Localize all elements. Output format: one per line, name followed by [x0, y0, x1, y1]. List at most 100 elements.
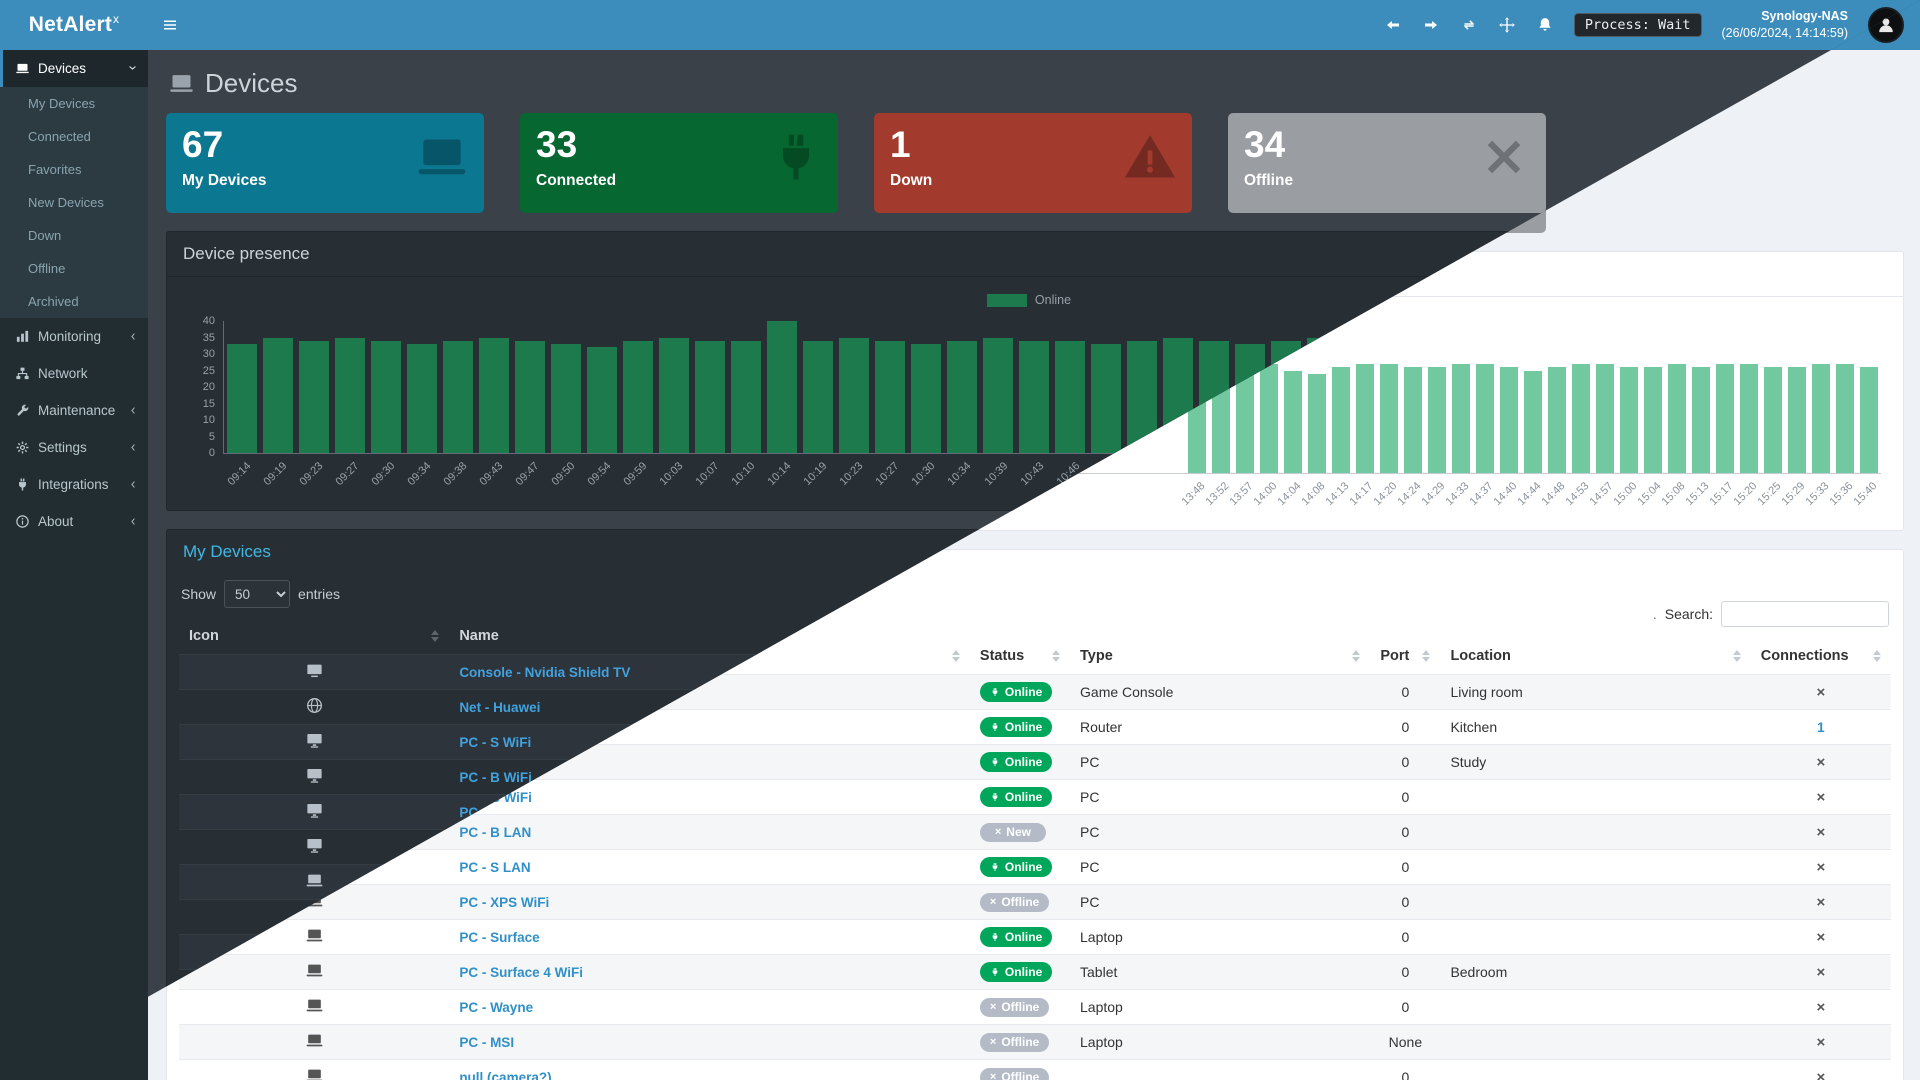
x-tick-label: 14:57 [1587, 480, 1616, 508]
sidebar-item-label: Devices [38, 61, 87, 76]
sidebar-subitem-offline[interactable]: Offline [28, 261, 66, 276]
device-name-link[interactable]: PC - Surface [459, 930, 540, 945]
refresh-icon[interactable] [1460, 16, 1478, 34]
device-name-link[interactable]: PC - S LAN [459, 860, 531, 875]
table-title: My Devices [183, 542, 271, 561]
sidebar-item-label: About [38, 514, 74, 529]
y-tick-label: 15 [202, 397, 215, 410]
y-tick-label: 10 [202, 414, 215, 426]
forward-arrow-icon[interactable] [1422, 16, 1440, 34]
stat-card-label: Connected [536, 171, 617, 189]
laptop-icon [15, 61, 30, 76]
column-header-type[interactable]: Type [1070, 638, 1371, 675]
column-header-icon[interactable]: Icon [179, 618, 450, 655]
page-size-select[interactable]: 50 [224, 580, 291, 608]
laptop-icon [168, 70, 195, 97]
device-name-link[interactable]: PC - MSI [459, 1035, 515, 1050]
column-header-location[interactable]: Location [1440, 638, 1751, 675]
sidebar-subitem-connected[interactable]: Connected [28, 129, 91, 144]
column-header-label: Location [1450, 648, 1511, 664]
device-name-link[interactable]: PC - B LAN [459, 825, 532, 840]
globe-icon [305, 696, 324, 715]
chevron-left-icon [127, 516, 138, 527]
chart-bar [1692, 367, 1711, 473]
x-tick-label: 09:27 [333, 460, 362, 488]
connections-count-link[interactable]: 1 [1817, 720, 1825, 735]
desktop-icon [305, 836, 324, 855]
chart-bar [1860, 367, 1879, 473]
chart-bar [371, 340, 402, 453]
sidebar-item-monitoring[interactable]: Monitoring [0, 318, 148, 355]
x-tick-label: 09:54 [585, 460, 614, 488]
chart-bar [1428, 367, 1447, 473]
host-info: Synology-NAS (26/06/2024, 14:14:59) [1722, 8, 1849, 42]
chart-legend: Online [177, 293, 1881, 307]
device-status-cell: × Offline [969, 1059, 1071, 1080]
device-location-cell: Study [1440, 744, 1751, 780]
sort-icon [1422, 650, 1431, 662]
legend-swatch [986, 293, 1027, 307]
back-arrow-icon[interactable] [1384, 16, 1402, 34]
stat-card-my-devices[interactable]: 67 My Devices [166, 113, 484, 213]
device-location-cell [1440, 1059, 1751, 1080]
x-tick-label: 09:50 [549, 460, 578, 488]
sidebar-subitem-favorites[interactable]: Favorites [28, 162, 82, 177]
sidebar-subitem-down[interactable]: Down [28, 228, 62, 243]
device-name-link[interactable]: PC - Wayne [459, 1000, 534, 1015]
device-connections-cell: × [1750, 1024, 1891, 1060]
sidebar-subitem-new-devices[interactable]: New Devices [28, 195, 104, 210]
sidebar-toggle-button[interactable] [148, 0, 192, 50]
x-tick-label: 09:47 [513, 460, 542, 488]
y-tick-label: 20 [202, 381, 215, 393]
sidebar-item-settings[interactable]: Settings [0, 429, 148, 466]
sidebar-item-integrations[interactable]: Integrations [0, 466, 148, 503]
chevron-left-icon [127, 479, 138, 490]
device-icon-cell [179, 689, 450, 725]
device-name-link[interactable]: null (camera?) [459, 1070, 552, 1080]
x-tick-label: 10:23 [837, 460, 866, 488]
search-input[interactable] [1721, 601, 1889, 627]
sidebar-subitem-archived[interactable]: Archived [28, 294, 79, 309]
chevron-down-icon [127, 63, 138, 74]
device-name-link[interactable]: Net - Huawei [459, 700, 541, 715]
device-name-link[interactable]: PC - S WiFi [459, 735, 532, 750]
stat-card-down[interactable]: 1 Down [874, 113, 1192, 213]
x-tick-label: 14:24 [1395, 480, 1424, 508]
bell-icon[interactable] [1536, 16, 1554, 34]
device-name-link[interactable]: PC - XPS WiFi [459, 895, 550, 910]
stat-card-value: 67 [182, 124, 224, 165]
device-name-link[interactable]: PC - B WiFi [459, 770, 532, 785]
device-type-cell [1070, 1059, 1371, 1080]
x-tick-label: 10:19 [801, 460, 830, 488]
x-tick-label: 15:25 [1755, 480, 1784, 508]
sidebar-item-network[interactable]: Network [0, 355, 148, 392]
chart-bar [803, 340, 834, 453]
user-icon [1876, 15, 1896, 35]
column-header-connections[interactable]: Connections [1750, 638, 1891, 675]
sort-icon [1732, 650, 1741, 662]
column-header-port[interactable]: Port [1370, 638, 1441, 675]
sidebar-subitem-my-devices[interactable]: My Devices [28, 96, 96, 111]
sidebar-item-devices[interactable]: Devices [0, 50, 148, 87]
entries-label: entries [298, 586, 341, 602]
status-badge-label: Offline [1001, 895, 1040, 910]
move-icon[interactable] [1498, 16, 1516, 34]
x-tick-label: 15:20 [1731, 480, 1760, 508]
chart-bar [983, 337, 1014, 453]
stat-card-connected[interactable]: 33 Connected [520, 113, 838, 213]
sidebar-item-maintenance[interactable]: Maintenance [0, 392, 148, 429]
stat-cards: 67 My Devices 33 Connected 1 Down 34 Offline [166, 113, 1904, 213]
column-header-status[interactable]: Status [969, 638, 1071, 675]
x-tick-label: 13:52 [1203, 480, 1232, 508]
stat-card-offline[interactable]: 34 Offline [1228, 113, 1546, 213]
plug-icon [15, 477, 30, 492]
device-name-link[interactable]: PC - Surface 4 WiFi [459, 965, 583, 980]
device-port-cell: 0 [1370, 779, 1441, 815]
chart-bar [263, 337, 294, 453]
wrench-icon [15, 403, 30, 418]
sidebar-item-about[interactable]: About [0, 503, 148, 540]
device-location-cell [1440, 919, 1751, 955]
x-tick-label: 13:57 [1227, 480, 1256, 508]
device-name-link[interactable]: Console - Nvidia Shield TV [459, 665, 631, 680]
